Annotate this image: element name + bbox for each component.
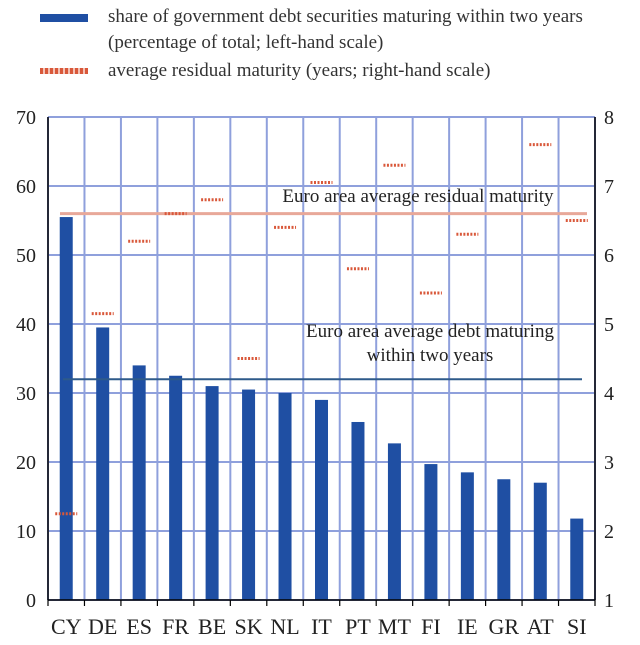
category-label: BE — [198, 614, 226, 639]
right-tick-label: 7 — [604, 176, 614, 198]
axes — [47, 117, 596, 606]
ea-average-debt-maturing-label: Euro area average debt maturing within tw… — [306, 321, 554, 366]
bar-fr — [169, 375, 183, 600]
category-label: IT — [311, 614, 332, 639]
category-label: DE — [88, 614, 117, 639]
bar-ie — [460, 472, 474, 600]
avg-maturity-markers — [55, 143, 588, 516]
category-label: GR — [489, 614, 520, 639]
bar-mt — [387, 443, 401, 600]
bar-swatch — [40, 14, 88, 22]
bar-es — [132, 365, 146, 600]
left-tick-label: 10 — [16, 521, 36, 543]
legend: share of government debt securities matu… — [0, 0, 640, 100]
bar-sk — [242, 389, 256, 600]
bar-at — [533, 482, 547, 600]
category-label: SI — [567, 614, 587, 639]
category-label: FR — [162, 614, 189, 639]
left-tick-label: 50 — [16, 245, 36, 267]
left-tick-label: 70 — [16, 107, 36, 129]
left-tick-label: 20 — [16, 452, 36, 474]
ea-average-residual-maturity-label: Euro area average residual maturity — [282, 186, 554, 207]
category-label: IE — [457, 614, 478, 639]
bars — [59, 217, 584, 601]
right-tick-label: 3 — [604, 452, 614, 474]
avg-marker-swatch — [40, 68, 88, 74]
bar-gr — [497, 479, 511, 600]
bar-nl — [278, 393, 292, 600]
bar-be — [205, 386, 219, 600]
category-label: AT — [527, 614, 554, 639]
right-tick-label: 8 — [604, 107, 614, 129]
right-tick-label: 6 — [604, 245, 614, 267]
category-label: MT — [378, 614, 412, 639]
bar-si — [570, 518, 584, 600]
legend-label-avg-maturity: average residual maturity (years; right-… — [108, 60, 491, 81]
left-tick-label: 0 — [26, 590, 36, 612]
category-label: FI — [421, 614, 441, 639]
legend-item-share: share of government debt securities matu… — [40, 4, 598, 56]
right-tick-label: 4 — [604, 383, 614, 405]
bar-it — [315, 399, 328, 600]
labels: 0 10 20 30 40 50 60 70 1 2 3 4 5 6 7 8 CY DE ES FR BE SK NL IT P… — [16, 107, 614, 639]
bar-cy — [59, 217, 73, 601]
category-label: PT — [345, 614, 371, 639]
category-label: CY — [51, 614, 82, 639]
category-label: SK — [235, 614, 263, 639]
category-label: NL — [270, 614, 299, 639]
left-tick-label: 40 — [16, 314, 36, 336]
bar-fi — [424, 464, 438, 600]
bar-pt — [351, 421, 365, 600]
left-tick-label: 30 — [16, 383, 36, 405]
bar-de — [96, 327, 110, 600]
right-tick-label: 2 — [604, 521, 614, 543]
category-label: ES — [126, 614, 152, 639]
left-tick-label: 60 — [16, 176, 36, 198]
legend-label-share: share of government debt securities matu… — [108, 6, 583, 53]
legend-item-avg-maturity: average residual maturity (years; right-… — [40, 58, 490, 84]
right-tick-label: 5 — [604, 314, 614, 336]
reference-lines — [60, 212, 587, 381]
right-tick-label: 1 — [604, 590, 614, 612]
